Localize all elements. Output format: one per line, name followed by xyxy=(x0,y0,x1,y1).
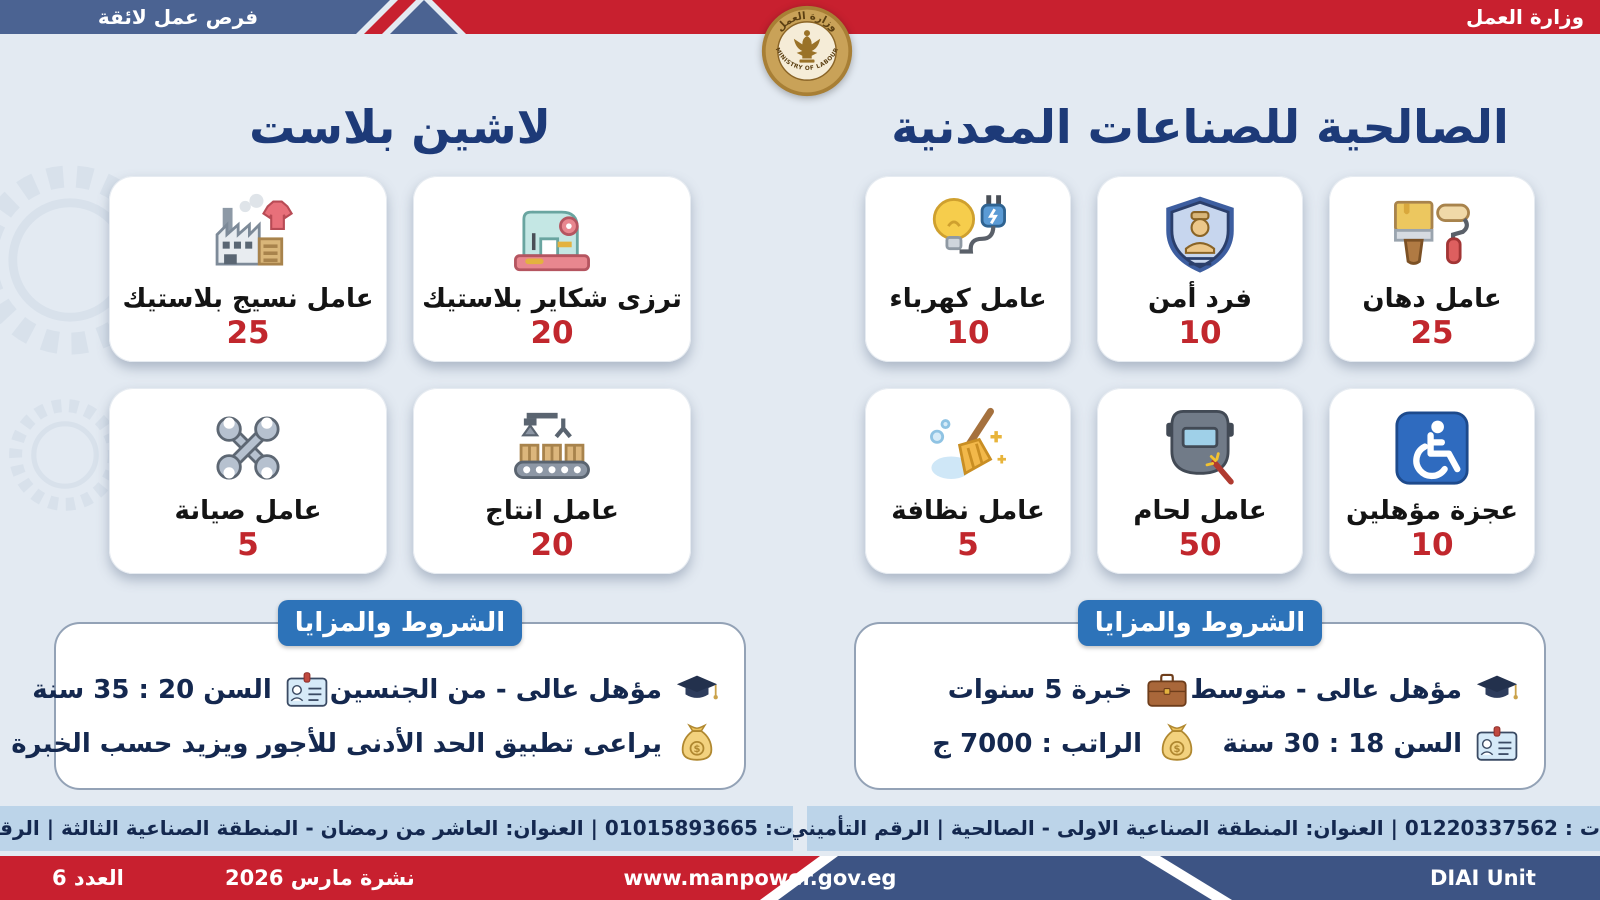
job-card-security: فرد أمن 10 xyxy=(1097,176,1303,362)
job-title: عامل صيانة xyxy=(174,496,322,526)
conditions-row: مؤهل عالى - من الجنسين السن 20 : 35 سنة xyxy=(32,667,720,713)
briefcase-icon xyxy=(1147,673,1187,707)
condition-age: السن 18 : 30 سنة xyxy=(1200,721,1520,767)
condition-qualification: مؤهل عالى - من الجنسين xyxy=(330,667,720,713)
job-card-plastic-textile-worker: عامل نسيج بلاستيك 25 xyxy=(109,176,387,362)
conveyor-icon xyxy=(507,400,597,496)
footer-unit-label: DIAI Unit xyxy=(1430,866,1536,890)
top-bar: فرص عمل لائقة وزارة العمل xyxy=(0,0,1600,34)
job-title: عامل انتاج xyxy=(485,496,619,526)
wrenches-icon xyxy=(203,400,293,496)
wheelchair-icon xyxy=(1387,400,1477,496)
conditions-box: مؤهل عالى - متوسط خبرة 5 سنوات xyxy=(854,622,1546,790)
company-title: الصالحية للصناعات المعدنية xyxy=(891,100,1509,154)
paint-roller-icon xyxy=(1387,188,1477,284)
condition-experience: خبرة 5 سنوات xyxy=(880,667,1190,713)
money-bag-icon: $ xyxy=(1161,723,1193,762)
ministry-badge: وزارة العمل xyxy=(1466,5,1584,29)
job-title: عامل كهرباء xyxy=(889,284,1047,314)
job-count: 5 xyxy=(237,527,259,563)
footer-issue-number: العدد 6 xyxy=(52,866,124,890)
job-count: 10 xyxy=(1410,527,1454,563)
conditions-block: الشروط والمزايا مؤهل عالى - متوسط xyxy=(828,600,1572,790)
factory-icon xyxy=(203,188,293,284)
job-title: عامل لحام xyxy=(1133,496,1267,526)
conditions-banner: الشروط والمزايا xyxy=(278,600,522,646)
job-card-painter: عامل دهان 25 xyxy=(1329,176,1535,362)
conditions-banner: الشروط والمزايا xyxy=(1078,600,1322,646)
conditions-box: مؤهل عالى - من الجنسين السن 20 : 35 سنة xyxy=(11,622,746,790)
job-cards-grid: عامل دهان 25 فرد أمن 10 xyxy=(828,176,1572,574)
contact-strip-lashin: ت: 01015893665 | العنوان: العاشر من رمضا… xyxy=(0,806,793,851)
job-card-cleaner: عامل نظافة 5 xyxy=(865,388,1071,574)
footer-website: www.manpower.gov.eg xyxy=(623,866,897,890)
footer-bulletin-date: نشرة مارس 2026 xyxy=(225,866,415,890)
job-count: 50 xyxy=(1178,527,1222,563)
eagle-emblem xyxy=(793,30,821,63)
job-title: عجزة مؤهلين xyxy=(1345,496,1519,526)
job-card-electrician: عامل كهرباء 10 xyxy=(865,176,1071,362)
cleaning-broom-icon xyxy=(923,400,1013,496)
id-card-icon xyxy=(1476,726,1518,762)
condition-qualification: مؤهل عالى - متوسط xyxy=(1190,667,1520,713)
job-card-plastic-bag-tailor: ترزى شكاير بلاستيك 20 xyxy=(413,176,691,362)
contact-strip-salhia: ت : 01220337562 | العنوان: المنطقة الصنا… xyxy=(676,806,1600,851)
job-title: ترزى شكاير بلاستيك xyxy=(422,284,682,314)
sewing-machine-icon xyxy=(507,188,597,284)
conditions-row: مؤهل عالى - متوسط خبرة 5 سنوات xyxy=(880,667,1520,713)
ministry-seal-icon: وزارة العمل MINISTRY OF LABOUR xyxy=(761,5,853,97)
ministry-seal: وزارة العمل MINISTRY OF LABOUR xyxy=(760,4,854,98)
conditions-block: الشروط والمزايا مؤهل عالى - من الجنسين xyxy=(11,600,772,790)
job-count: 20 xyxy=(530,315,574,351)
top-bar-red-segment xyxy=(432,0,1600,34)
job-count: 5 xyxy=(957,527,979,563)
top-bar-blue-segment xyxy=(0,0,390,34)
job-count: 25 xyxy=(1410,315,1454,351)
job-card-production-worker: عامل انتاج 20 xyxy=(413,388,691,574)
condition-age: السن 20 : 35 سنة xyxy=(32,667,330,713)
job-card-welder: عامل لحام 50 xyxy=(1097,388,1303,574)
graduation-cap-icon xyxy=(1476,675,1518,699)
svg-text:$: $ xyxy=(694,744,701,755)
id-card-icon xyxy=(286,671,328,707)
job-count: 25 xyxy=(226,315,270,351)
money-bag-icon: $ xyxy=(681,723,713,762)
conditions-row: السن 18 : 30 سنة $ الراتب : 7000 ج xyxy=(880,721,1520,767)
footer-red-segment xyxy=(0,856,820,900)
svg-text:$: $ xyxy=(1174,744,1181,755)
job-count: 10 xyxy=(1178,315,1222,351)
security-shield-icon xyxy=(1155,188,1245,284)
job-count: 10 xyxy=(946,315,990,351)
condition-wages: $ يراعى تطبيق الحد الأدنى للأجور ويزيد ح… xyxy=(11,721,720,767)
welding-mask-icon xyxy=(1155,400,1245,496)
electricity-icon xyxy=(923,188,1013,284)
section-salhia-metal-industries: الصالحية للصناعات المعدنية عامل دهان 25 xyxy=(828,84,1572,790)
section-lashin-plast: لاشين بلاست ترزى شكاير بلاستيك 20 xyxy=(11,84,772,790)
footer-bar: العدد 6 نشرة مارس 2026 www.manpower.gov.… xyxy=(0,856,1600,900)
conditions-row: $ يراعى تطبيق الحد الأدنى للأجور ويزيد ح… xyxy=(11,721,720,767)
job-title: فرد أمن xyxy=(1148,284,1252,314)
job-card-maintenance-worker: عامل صيانة 5 xyxy=(109,388,387,574)
footer-white-slash-right xyxy=(1140,856,1232,900)
job-title: عامل دهان xyxy=(1362,284,1502,314)
company-title: لاشين بلاست xyxy=(249,100,552,154)
job-cards-grid: ترزى شكاير بلاستيك 20 عامل نسيج بلاستيك … xyxy=(28,176,772,574)
condition-salary: $ الراتب : 7000 ج xyxy=(880,721,1200,767)
graduation-cap-icon xyxy=(676,675,718,699)
job-count: 20 xyxy=(530,527,574,563)
slogan-badge: فرص عمل لائقة xyxy=(97,5,259,29)
job-title: عامل نسيج بلاستيك xyxy=(122,284,374,314)
job-card-qualified-disabled: عجزة مؤهلين 10 xyxy=(1329,388,1535,574)
job-title: عامل نظافة xyxy=(891,496,1045,526)
